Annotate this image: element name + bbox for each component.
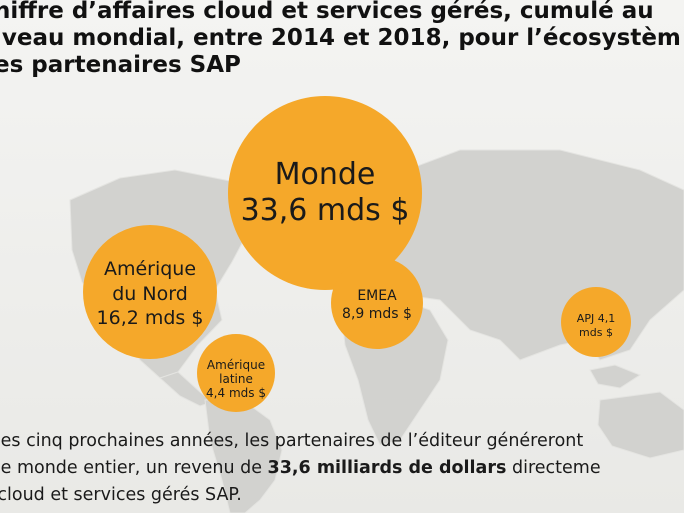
bubble-north-america-circle	[83, 225, 217, 359]
bubble-north-america-label-3: 16,2 mds $	[97, 307, 204, 329]
bubble-emea-label-1: EMEA	[357, 288, 397, 304]
bubble-emea-label-2: 8,9 mds $	[342, 306, 412, 322]
bubble-apj-label-2: mds $	[579, 326, 613, 339]
bubble-north-america-label-2: du Nord	[112, 283, 188, 305]
caption-text: ns les cinq prochaines années, les parte…	[0, 428, 684, 509]
bubble-north-america-label-1: Amérique	[104, 258, 196, 280]
chart-title-line-3: es partenaires SAP	[0, 52, 241, 78]
bubble-apj: APJ 4,1 mds $	[561, 287, 631, 357]
caption-line-1: ns les cinq prochaines années, les parte…	[0, 431, 584, 451]
bubble-world-circle	[228, 96, 422, 290]
caption-line-3: au cloud et services gérés SAP.	[0, 485, 242, 505]
chart-title-line-1: hiffre d’affaires cloud et services géré…	[0, 0, 654, 24]
bubble-latin-america-label-3: 4,4 mds $	[206, 386, 266, 400]
bubble-latin-america-circle	[197, 334, 275, 412]
caption-line-2-post: directeme	[506, 458, 601, 478]
bubble-apj-label-1: APJ 4,1	[577, 312, 615, 325]
bubble-world: Monde 33,6 mds $	[228, 96, 422, 290]
chart-title: hiffre d’affaires cloud et services géré…	[0, 0, 684, 79]
bubble-world-label-2: 33,6 mds $	[241, 193, 410, 228]
bubble-latin-america: Amérique latine 4,4 mds $	[197, 334, 275, 412]
bubble-emea-circle	[331, 257, 423, 349]
bubble-world-label-1: Monde	[275, 157, 376, 192]
bubble-apj-circle	[561, 287, 631, 357]
caption-line-2-bold: 33,6 milliards de dollars	[267, 458, 507, 478]
chart-title-line-2: iveau mondial, entre 2014 et 2018, pour …	[0, 25, 681, 51]
bubble-emea: EMEA 8,9 mds $	[331, 257, 423, 349]
bubble-north-america: Amérique du Nord 16,2 mds $	[83, 225, 217, 359]
bubble-latin-america-label-1: Amérique	[207, 358, 265, 372]
bubble-latin-america-label-2: latine	[219, 372, 253, 386]
caption-line-2-pre: ns le monde entier, un revenu de	[0, 458, 262, 478]
caption-line-2: ns le monde entier, un revenu de 33,6 mi…	[0, 455, 684, 482]
